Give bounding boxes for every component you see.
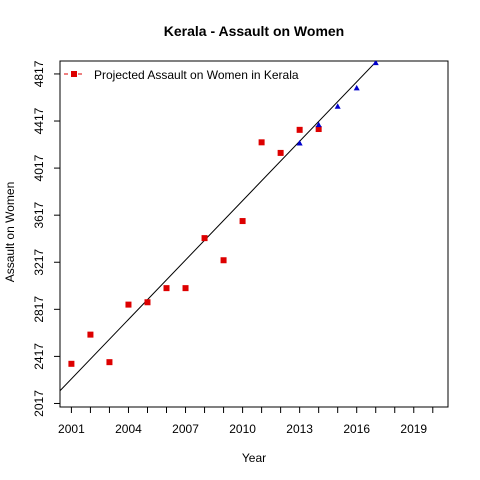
observed-point <box>220 257 227 264</box>
x-tick-label: 2016 <box>343 422 370 436</box>
observed-point <box>144 299 151 306</box>
trend-line <box>60 61 378 392</box>
observed-point <box>125 301 132 308</box>
projected-point <box>372 61 379 66</box>
plot-area <box>60 61 379 392</box>
y-tick-label: 2417 <box>32 343 46 370</box>
observed-point <box>258 139 265 146</box>
y-tick-label: 2817 <box>32 296 46 323</box>
x-tick-label: 2004 <box>115 422 142 436</box>
observed-point <box>277 149 284 156</box>
x-tick-label: 2010 <box>229 422 256 436</box>
y-tick-label: 4817 <box>32 60 46 87</box>
y-axis-ticks: 2017 2417 2817 3217 3617 4017 4417 4817 <box>32 60 60 417</box>
projected-point <box>296 140 303 146</box>
y-tick-label: 4417 <box>32 107 46 134</box>
x-axis-ticks: 2001 2004 2007 2010 2013 2016 2019 <box>58 407 434 436</box>
x-tick-label: 2013 <box>286 422 313 436</box>
legend-square-marker <box>71 71 77 77</box>
observed-point <box>68 360 75 367</box>
observed-point <box>201 235 208 242</box>
y-tick-label: 3217 <box>32 249 46 276</box>
observed-point <box>239 218 246 225</box>
observed-point <box>315 126 322 133</box>
y-tick-label: 4017 <box>32 154 46 181</box>
observed-point <box>87 331 94 338</box>
projected-point <box>334 103 341 109</box>
legend-entry-label: Projected Assault on Women in Kerala <box>94 68 299 82</box>
y-tick-label: 3617 <box>32 202 46 229</box>
observed-point <box>182 285 189 292</box>
legend: Projected Assault on Women in Kerala <box>64 68 299 82</box>
projected-point <box>315 121 322 128</box>
y-tick-label: 2017 <box>32 390 46 417</box>
x-tick-label: 2007 <box>172 422 199 436</box>
x-tick-label: 2019 <box>400 422 427 436</box>
projected-point <box>353 84 360 91</box>
observed-point <box>296 126 303 133</box>
plot-frame <box>59 60 449 408</box>
x-axis-label: Year <box>242 451 266 465</box>
observed-point <box>163 285 170 292</box>
observed-point <box>106 359 113 366</box>
x-tick-label: 2001 <box>58 422 85 436</box>
chart-title: Kerala - Assault on Women <box>164 23 344 39</box>
y-axis-label: Assault on Women <box>3 182 17 283</box>
